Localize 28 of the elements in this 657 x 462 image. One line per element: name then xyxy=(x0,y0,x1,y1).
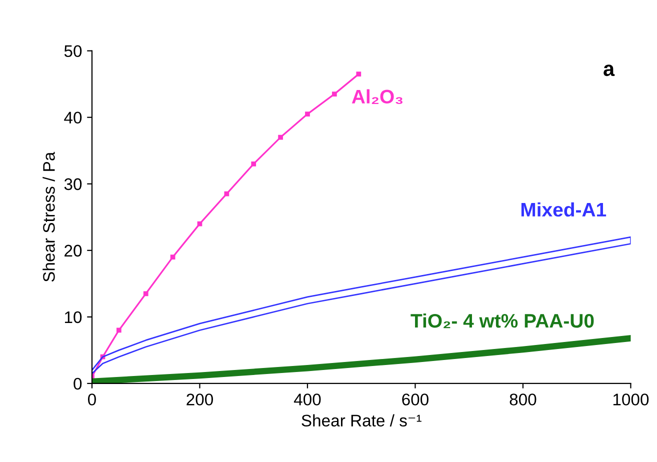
x-tick-label: 600 xyxy=(402,394,428,406)
point xyxy=(305,112,310,116)
point xyxy=(278,134,283,140)
x-tick-label: 1000 xyxy=(613,394,649,406)
point xyxy=(332,92,337,96)
y-tick-label: 30 xyxy=(64,178,82,190)
point xyxy=(197,221,202,226)
point xyxy=(116,328,122,333)
y-tick-label: 0 xyxy=(74,378,82,390)
series-label: Mixed-A1 xyxy=(521,202,606,217)
series-label: Al₂O₃ xyxy=(352,89,402,104)
x-tick-label: 400 xyxy=(294,394,321,406)
y-tick-label: 10 xyxy=(64,311,82,324)
y-tick-label: 40 xyxy=(64,112,82,124)
x-axis-title: Shear Rate / s⁻¹ xyxy=(302,414,422,427)
y-axis-title: Shear Stress / Pa xyxy=(42,152,55,282)
y-tick-label: 50 xyxy=(64,45,82,58)
point xyxy=(251,161,256,166)
x-tick-label: 0 xyxy=(88,394,96,406)
y-tick-label: 20 xyxy=(64,244,82,257)
point xyxy=(224,191,230,196)
x-tick-label: 200 xyxy=(186,394,213,406)
point xyxy=(170,254,176,260)
point xyxy=(143,291,148,296)
annotation: a xyxy=(604,64,615,76)
point xyxy=(356,72,362,77)
x-tick-label: 800 xyxy=(510,394,536,406)
series-label: TiO₂- 4 wt% PAA-U0 xyxy=(410,313,594,328)
